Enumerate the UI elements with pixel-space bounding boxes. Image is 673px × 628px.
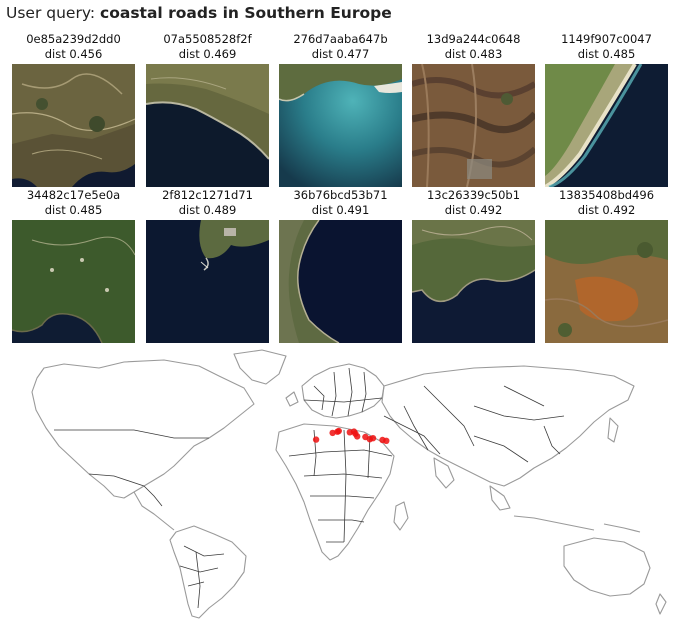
result-marker xyxy=(335,427,342,435)
result-thumbnail[interactable] xyxy=(412,64,535,187)
world-map xyxy=(4,346,668,628)
result-thumbnail[interactable] xyxy=(146,220,269,343)
result-distance: dist 0.491 xyxy=(311,203,370,217)
result-card[interactable]: 2f812c1271d71 dist 0.489 xyxy=(146,188,269,343)
result-marker xyxy=(312,436,320,443)
result-distance: dist 0.492 xyxy=(444,203,503,217)
result-marker xyxy=(329,429,336,437)
result-card[interactable]: 34482c17e5e0a dist 0.485 xyxy=(12,188,135,343)
result-id: 1149f907c0047 xyxy=(561,32,652,46)
result-thumbnail[interactable] xyxy=(412,220,535,343)
result-distance: dist 0.469 xyxy=(178,47,237,61)
result-distance: dist 0.456 xyxy=(44,47,103,61)
result-thumbnail[interactable] xyxy=(545,64,668,187)
result-distance: dist 0.483 xyxy=(444,47,503,61)
result-card[interactable]: 276d7aaba647b dist 0.477 xyxy=(279,32,402,187)
query-header: User query: coastal roads in Southern Eu… xyxy=(6,4,392,22)
result-marker xyxy=(383,437,390,444)
result-thumbnail[interactable] xyxy=(279,64,402,187)
result-card[interactable]: 13d9a244c0648 dist 0.483 xyxy=(412,32,535,187)
result-card[interactable]: 0e85a239d2dd0 dist 0.456 xyxy=(12,32,135,187)
result-marker xyxy=(354,433,361,440)
result-distance: dist 0.485 xyxy=(44,203,103,217)
land-outlines xyxy=(31,349,667,619)
result-id: 13835408bd496 xyxy=(558,188,655,202)
result-markers xyxy=(312,427,390,444)
result-id: 276d7aaba647b xyxy=(293,32,388,46)
result-marker xyxy=(369,435,377,442)
result-distance: dist 0.477 xyxy=(311,47,370,61)
result-id: 13d9a244c0648 xyxy=(426,32,521,46)
result-id: 0e85a239d2dd0 xyxy=(26,32,121,46)
result-thumbnail[interactable] xyxy=(146,64,269,187)
result-id: 07a5508528f2f xyxy=(163,32,252,46)
result-id: 2f812c1271d71 xyxy=(162,188,253,202)
result-card[interactable]: 13c26339c50b1 dist 0.492 xyxy=(412,188,535,343)
result-id: 13c26339c50b1 xyxy=(426,188,521,202)
result-card[interactable]: 36b76bcd53b71 dist 0.491 xyxy=(279,188,402,343)
query-text: coastal roads in Southern Europe xyxy=(100,4,392,22)
country-borders xyxy=(54,367,565,609)
result-id: 36b76bcd53b71 xyxy=(293,188,388,202)
result-distance: dist 0.492 xyxy=(577,203,636,217)
result-id: 34482c17e5e0a xyxy=(26,188,121,202)
result-distance: dist 0.485 xyxy=(577,47,636,61)
result-card[interactable]: 07a5508528f2f dist 0.469 xyxy=(146,32,269,187)
world-map-canvas xyxy=(31,349,667,619)
result-thumbnail[interactable] xyxy=(12,220,135,343)
result-thumbnail[interactable] xyxy=(12,64,135,187)
result-thumbnail[interactable] xyxy=(279,220,402,343)
result-distance: dist 0.489 xyxy=(178,203,237,217)
result-card[interactable]: 1149f907c0047 dist 0.485 xyxy=(545,32,668,187)
query-prefix: User query: xyxy=(6,4,101,22)
result-thumbnail[interactable] xyxy=(545,220,668,343)
result-card[interactable]: 13835408bd496 dist 0.492 xyxy=(545,188,668,343)
